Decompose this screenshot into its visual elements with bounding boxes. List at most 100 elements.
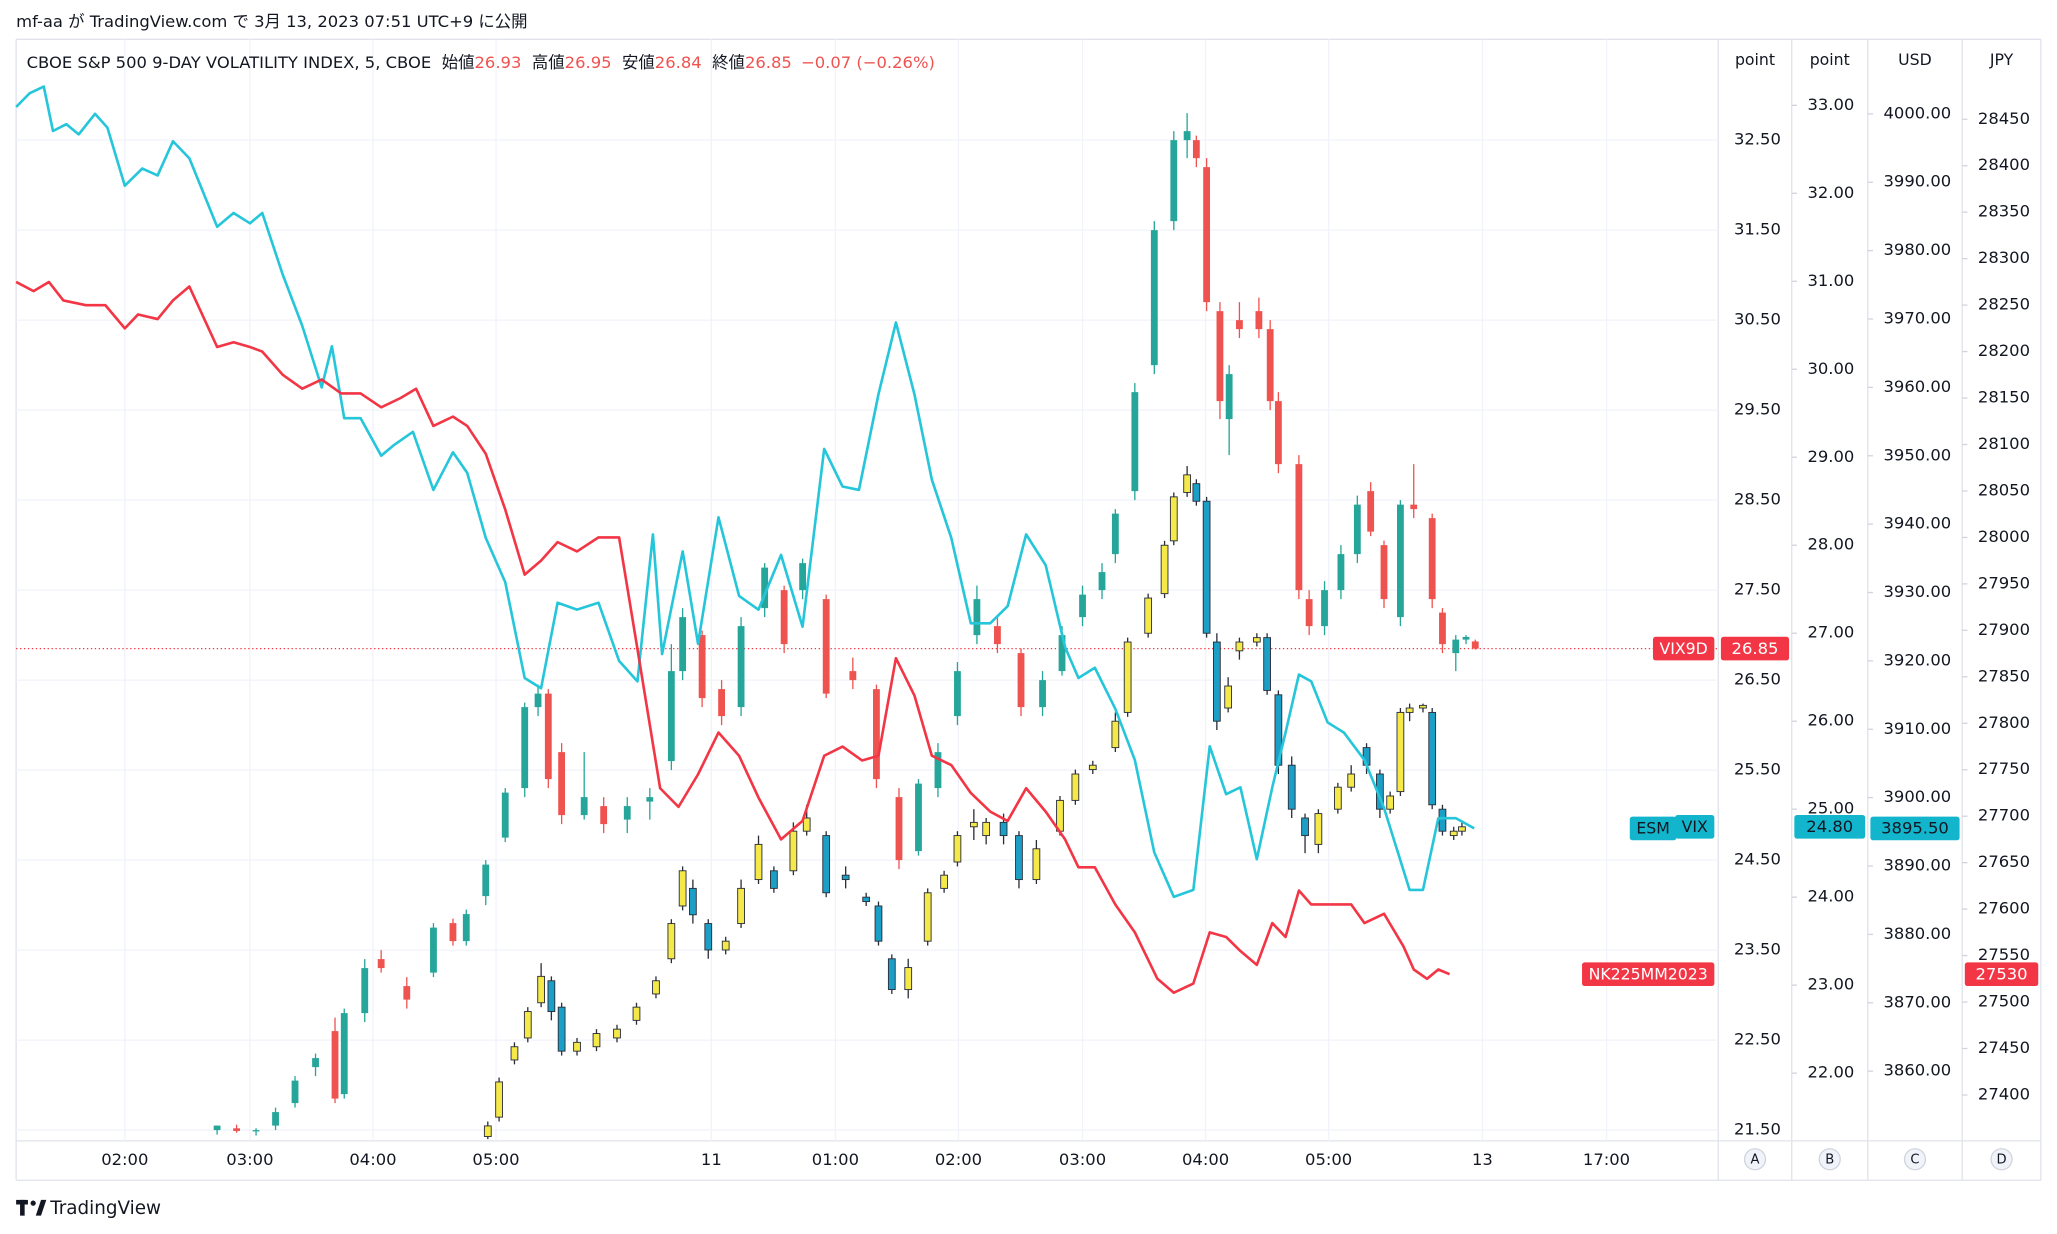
y-tick-label: 30.50: [1734, 310, 1781, 329]
candle-body: [523, 1011, 532, 1039]
series-name-tag: [1582, 962, 1715, 986]
y-tick-label: 27650: [1978, 852, 2030, 871]
y-tick-label: 27400: [1978, 1084, 2030, 1103]
y-tick-label: 28350: [1978, 202, 2030, 221]
candle-body: [969, 821, 978, 828]
candle-body: [1079, 594, 1086, 618]
candle-body: [873, 689, 880, 780]
candle-body: [623, 806, 631, 820]
candle-body: [887, 958, 896, 991]
candle-body: [789, 830, 798, 872]
ohlc-value: 26.85: [745, 52, 792, 71]
candle-body: [923, 892, 932, 942]
series-line: [15, 85, 1475, 899]
candle-body: [1347, 773, 1356, 788]
candle-body: [698, 635, 706, 699]
axis-letter-badge: [1990, 1148, 2013, 1171]
y-tick-label: 24.50: [1734, 850, 1781, 869]
y-tick-label: 22.50: [1734, 1030, 1781, 1049]
price-tag: [1794, 814, 1866, 839]
candle-body: [1405, 707, 1414, 713]
candle-body: [495, 1081, 503, 1118]
candle-body: [1224, 685, 1233, 709]
y-tick-label: 22.00: [1807, 1063, 1854, 1082]
candle-body: [761, 567, 769, 609]
y-tick-label: 3880.00: [1884, 924, 1952, 943]
candle-body: [544, 693, 552, 780]
candle-body: [1252, 637, 1261, 643]
y-tick-label: 27600: [1978, 899, 2030, 918]
candle-body: [1396, 504, 1404, 618]
y-tick-label: 27700: [1978, 806, 2030, 825]
candle-body: [213, 1125, 221, 1131]
candle-body: [1088, 764, 1097, 771]
y-tick-label: 28300: [1978, 248, 2030, 267]
candle-body: [1471, 641, 1479, 649]
y-tick-label: 27550: [1978, 945, 2030, 964]
series-name-tag: [1652, 636, 1715, 661]
y-tick-label: 4000.00: [1884, 103, 1952, 122]
candle-body: [1071, 773, 1080, 801]
y-tick-label: 3870.00: [1884, 992, 1952, 1011]
y-tick-label: 3950.00: [1884, 445, 1952, 464]
candle-body: [1333, 786, 1342, 810]
series-name-tag: [1675, 814, 1715, 839]
ohlc-value: 26.84: [655, 52, 702, 71]
y-tick-label: 25.00: [1807, 799, 1854, 818]
y-tick-label: 28050: [1978, 480, 2030, 499]
axis-letter-badge: [1903, 1148, 1927, 1171]
y-tick-label: 32.00: [1807, 183, 1854, 202]
candle-body: [982, 821, 991, 837]
candle-body: [1305, 599, 1313, 627]
brand: TradingView: [49, 1198, 161, 1219]
candle-body: [780, 590, 788, 645]
candle-body: [1449, 830, 1458, 837]
change-value: −0.07 (−0.26%): [801, 52, 935, 71]
candle-body: [1353, 504, 1361, 555]
candle-body: [1039, 680, 1046, 708]
candle-body: [667, 923, 676, 960]
candle-body: [1183, 474, 1191, 493]
candle-body: [1017, 653, 1025, 708]
candle-body: [1295, 464, 1303, 591]
candle-body: [953, 835, 962, 863]
axis-letter-badge: [1743, 1148, 1767, 1171]
x-tick-label: 03:00: [1059, 1150, 1106, 1169]
candle-body: [679, 617, 687, 672]
x-tick-label: 01:00: [812, 1150, 859, 1169]
y-tick-label: 28450: [1978, 109, 2030, 128]
price-tag: [1720, 636, 1790, 661]
ohlc-value: 26.93: [475, 52, 522, 71]
candle-body: [954, 671, 961, 717]
x-tick-label: 02:00: [101, 1150, 148, 1169]
candle-body: [999, 821, 1008, 837]
candle-body: [1419, 704, 1427, 709]
candle-body: [667, 671, 675, 762]
y-tick-label: 29.50: [1734, 400, 1781, 419]
y-tick-label: 23.50: [1734, 940, 1781, 959]
y-tick-label: 27450: [1978, 1038, 2030, 1057]
y-tick-label: 3990.00: [1884, 172, 1952, 191]
candle-body: [1169, 496, 1178, 542]
candle-body: [449, 923, 457, 942]
candle-body: [718, 689, 726, 717]
candle-body: [802, 817, 811, 832]
candle-body: [403, 986, 411, 1000]
candle-body: [557, 1006, 566, 1052]
y-tick-label: 28000: [1978, 527, 2030, 546]
candle-body: [1098, 572, 1106, 591]
axis-letter: B: [1825, 1152, 1834, 1167]
chart-title: CBOE S&P 500 9-DAY VOLATILITY INDEX, 5, …: [27, 52, 935, 71]
logo-stem: [20, 1199, 25, 1216]
candle-body: [462, 914, 470, 942]
candle-body: [1032, 848, 1041, 881]
candle-body: [1192, 140, 1200, 159]
candles: [213, 113, 1479, 1136]
x-tick-label: 03:00: [226, 1150, 273, 1169]
candle-body: [1314, 813, 1323, 845]
logo-dot: [30, 1200, 36, 1206]
axis-letter-badge: [1818, 1148, 1841, 1171]
candle-body: [613, 1028, 621, 1039]
ohlc-label: 終値: [712, 52, 745, 71]
